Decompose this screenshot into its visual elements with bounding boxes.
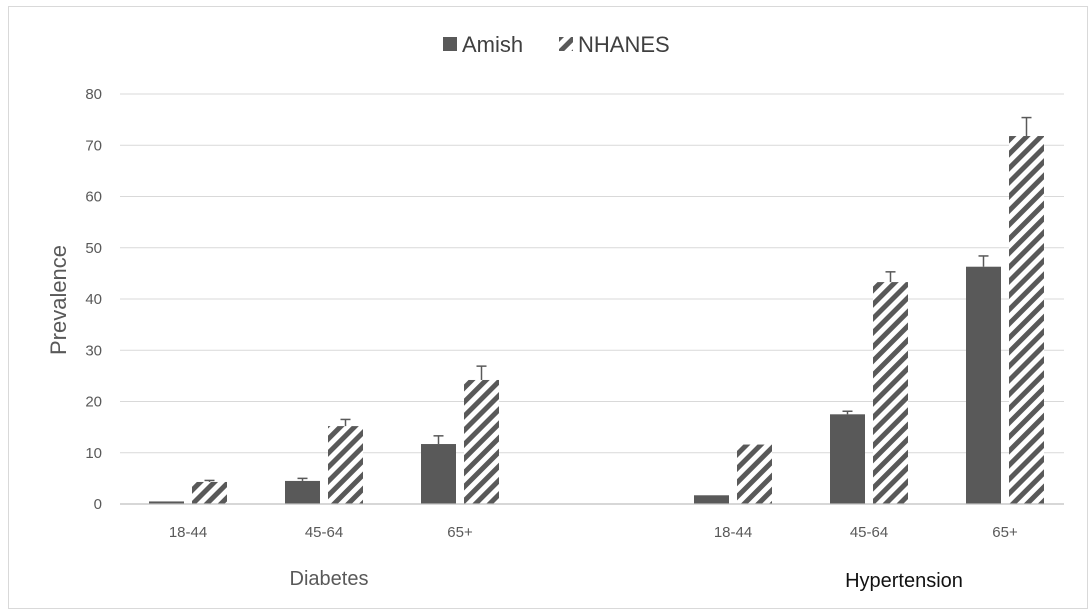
- bar-hypertension-nhanes-65+: [1009, 136, 1044, 504]
- x-tick-label: 45-64: [305, 524, 343, 541]
- legend-swatch-nhanes: [559, 37, 573, 51]
- x-tick-label: 65+: [447, 524, 473, 541]
- bar-diabetes-amish-45-64: [285, 481, 320, 504]
- y-tick-labels: 0 10 20 30 40 50 60 70 80: [85, 86, 102, 513]
- legend-label-nhanes: NHANES: [578, 32, 670, 57]
- y-tick-label: 10: [85, 445, 102, 462]
- bar-diabetes-nhanes-65+: [464, 380, 499, 504]
- x-tick-label: 65+: [992, 524, 1018, 541]
- y-tick-label: 70: [85, 137, 102, 154]
- y-tick-label: 0: [94, 496, 102, 513]
- legend-label-amish: Amish: [462, 32, 523, 57]
- bar-diabetes-amish-65+: [421, 444, 456, 504]
- x-tick-labels: 18-44 45-64 65+ 18-44 45-64 65+: [169, 524, 1018, 541]
- y-axis-label: Prevalence: [46, 245, 71, 355]
- y-tick-label: 80: [85, 86, 102, 103]
- bar-hypertension-nhanes-45-64: [873, 282, 908, 504]
- group-label-hypertension: Hypertension: [845, 570, 963, 592]
- y-tick-label: 60: [85, 189, 102, 206]
- legend-swatch-amish: [443, 37, 457, 51]
- bar-hypertension-nhanes-18-44: [737, 445, 772, 504]
- y-tick-label: 30: [85, 342, 102, 359]
- gridlines: [120, 94, 1064, 453]
- group-label-diabetes: Diabetes: [290, 568, 369, 590]
- bars: [149, 136, 1044, 504]
- bar-diabetes-nhanes-18-44: [192, 482, 227, 504]
- legend: Amish NHANES: [443, 32, 670, 57]
- y-tick-label: 20: [85, 394, 102, 411]
- bar-diabetes-nhanes-45-64: [328, 426, 363, 504]
- y-tick-label: 50: [85, 240, 102, 257]
- bar-hypertension-amish-45-64: [830, 414, 865, 504]
- y-tick-label: 40: [85, 291, 102, 308]
- bar-hypertension-amish-18-44: [694, 495, 729, 504]
- x-tick-label: 45-64: [850, 524, 888, 541]
- x-tick-label: 18-44: [169, 524, 207, 541]
- x-tick-label: 18-44: [714, 524, 752, 541]
- bar-hypertension-amish-65+: [966, 267, 1001, 504]
